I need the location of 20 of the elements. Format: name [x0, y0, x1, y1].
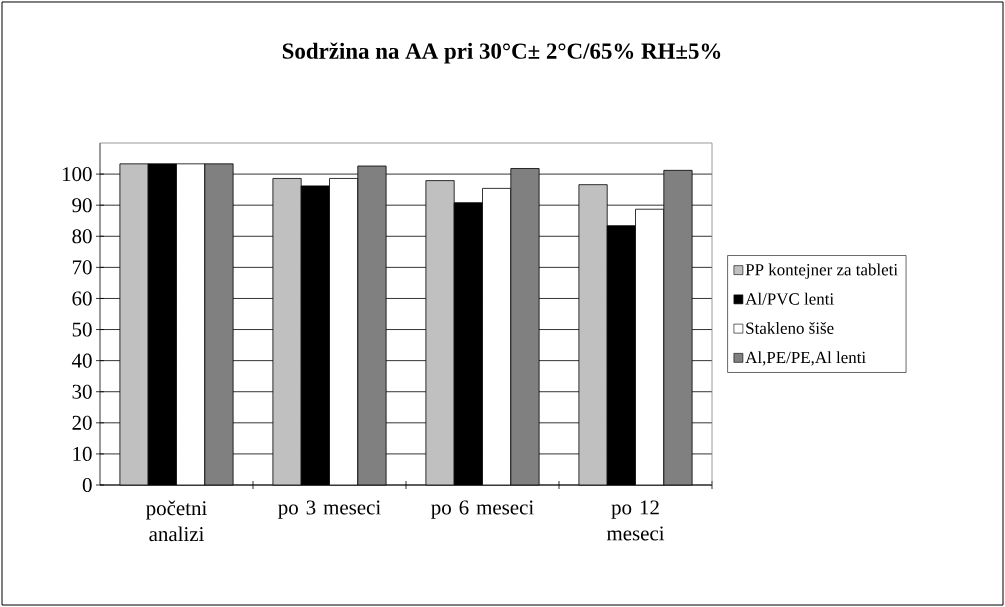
y-tick-label: 70 [72, 260, 92, 275]
legend-label: Al/PVC lenti [745, 292, 834, 305]
y-tick-label: 60 [72, 291, 92, 306]
x-tick-label: po 6 meseci [431, 500, 534, 519]
y-tick-label: 50 [72, 322, 92, 337]
y-tick-label: 10 [73, 446, 92, 461]
y-tick-label: 0 [82, 477, 92, 493]
x-tick-label: početni analizi [146, 500, 207, 542]
y-tick-label: 40 [71, 353, 92, 368]
legend-label: PP kontejner za tableti [745, 263, 898, 279]
y-tick-label: 90 [72, 198, 92, 213]
y-tick-label: 30 [72, 384, 92, 399]
legend-label: Al,PE/PE,Al lenti [745, 351, 866, 366]
x-tick-label: po 12 meseci [606, 500, 665, 541]
y-tick-label: 100 [62, 167, 92, 182]
y-tick-label: 20 [72, 415, 92, 430]
x-tick-label: po 3 meseci [278, 500, 381, 519]
legend-label: Stakleno šiše [746, 321, 834, 334]
y-tick-label: 80 [72, 229, 92, 244]
chart-title: Sodržina na AA pri 30°C± 2°C/65% RH±5% [282, 42, 721, 64]
